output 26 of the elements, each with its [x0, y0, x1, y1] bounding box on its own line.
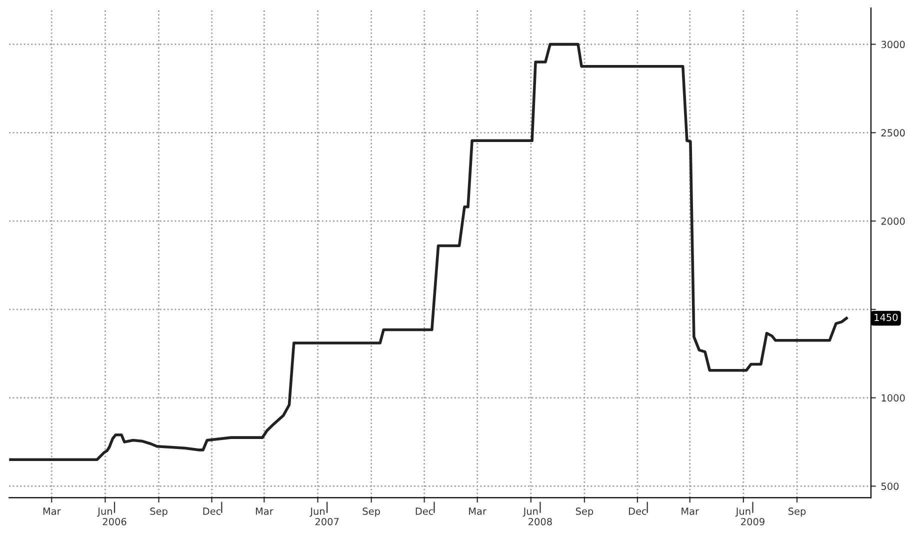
x-tick-label: Mar: [43, 508, 61, 515]
x2-tick-label: 2006: [102, 518, 126, 526]
x-tick-label: Mar: [682, 508, 700, 515]
annotation: 1450: [874, 314, 898, 322]
x-tick-label: Dec: [203, 508, 221, 515]
x2-tick-label: 2008: [528, 518, 552, 526]
x-tick-label: Sep: [362, 508, 380, 517]
y-tick-label: 500: [881, 482, 899, 490]
x-tick-label: Jun: [735, 508, 750, 517]
x-tick-label: Mar: [256, 508, 274, 515]
x-tick-label: Mar: [469, 508, 486, 515]
x2-tick-label: 2009: [741, 518, 764, 526]
x-tick-label: Jun: [310, 508, 325, 517]
x-tick-label: Sep: [576, 508, 594, 517]
x-tick-label: Sep: [788, 508, 806, 517]
y-tick-label: 1000: [882, 394, 905, 402]
x-tick-label: Jun: [522, 508, 538, 517]
x-tick-label: Sep: [150, 508, 168, 517]
x-tick-label: Dec: [628, 508, 646, 515]
x-tick-label: Jun: [97, 508, 112, 517]
x-tick-label: Dec: [416, 508, 434, 515]
y-tick-label: 3000: [881, 40, 905, 48]
x2-tick-label: 2007: [315, 518, 339, 526]
line-series: [9, 42, 848, 462]
y-tick-label: 2500: [881, 129, 905, 137]
y-tick-label: 2000: [881, 218, 905, 225]
